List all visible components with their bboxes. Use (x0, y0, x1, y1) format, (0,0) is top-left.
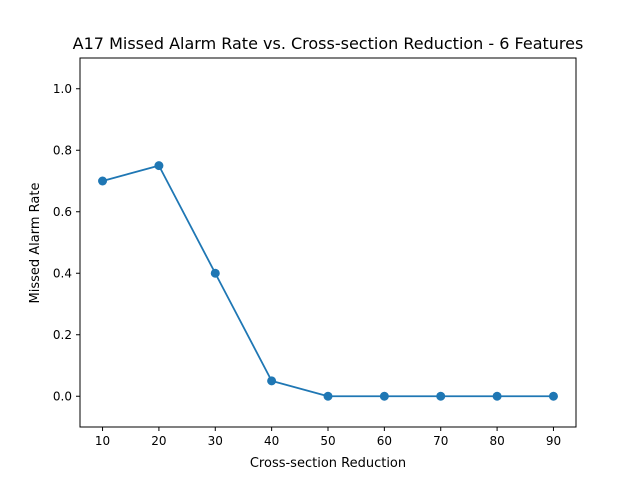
x-tick-label: 80 (489, 434, 504, 448)
plot-area (98, 161, 558, 401)
data-point (492, 391, 502, 401)
y-tick-label: 0.4 (53, 266, 72, 280)
y-tick-label: 0.6 (53, 205, 72, 219)
y-axis-label: Missed Alarm Rate (28, 183, 43, 304)
axes: 10 20 30 40 50 60 70 80 90 0.0 0.2 0.4 0.6 0.8 1.0 (53, 57, 577, 448)
data-point (210, 268, 220, 278)
data-point (98, 176, 108, 186)
x-tick-label: 20 (151, 434, 166, 448)
x-tick-label: 30 (208, 434, 223, 448)
data-point (323, 391, 333, 401)
x-tick-label: 10 (95, 434, 110, 448)
x-axis-label: Cross-section Reduction (250, 456, 406, 471)
x-tick-label: 60 (377, 434, 392, 448)
x-tick-label: 40 (264, 434, 279, 448)
data-point (154, 161, 164, 171)
x-tick-label: 50 (320, 434, 335, 448)
x-tick-label: 90 (546, 434, 561, 448)
data-point (436, 391, 446, 401)
data-point (548, 391, 558, 401)
y-tick-label: 0.0 (53, 389, 72, 403)
y-tick-label: 1.0 (53, 82, 72, 96)
chart-title: A17 Missed Alarm Rate vs. Cross-section … (73, 34, 584, 53)
data-point (379, 391, 389, 401)
y-tick-label: 0.2 (53, 328, 72, 342)
data-point (267, 376, 277, 386)
y-tick-label: 0.8 (53, 143, 72, 157)
x-tick-label: 70 (433, 434, 448, 448)
